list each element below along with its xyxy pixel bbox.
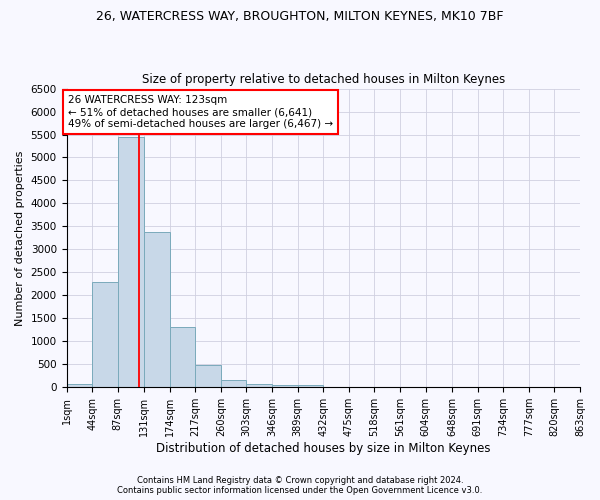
Bar [247,384,272,387]
X-axis label: Distribution of detached houses by size in Milton Keynes: Distribution of detached houses by size … [156,442,491,455]
Bar [272,385,298,387]
Bar [118,137,144,387]
Bar [298,385,323,387]
Bar [195,364,221,387]
Text: 26 WATERCRESS WAY: 123sqm
← 51% of detached houses are smaller (6,641)
49% of se: 26 WATERCRESS WAY: 123sqm ← 51% of detac… [68,96,333,128]
Bar [67,384,92,387]
Bar [221,380,247,387]
Bar [144,232,170,387]
Title: Size of property relative to detached houses in Milton Keynes: Size of property relative to detached ho… [142,73,505,86]
Y-axis label: Number of detached properties: Number of detached properties [15,150,25,326]
Bar [92,282,118,387]
Text: 26, WATERCRESS WAY, BROUGHTON, MILTON KEYNES, MK10 7BF: 26, WATERCRESS WAY, BROUGHTON, MILTON KE… [96,10,504,23]
Bar [170,326,195,387]
Text: Contains HM Land Registry data © Crown copyright and database right 2024.
Contai: Contains HM Land Registry data © Crown c… [118,476,482,495]
